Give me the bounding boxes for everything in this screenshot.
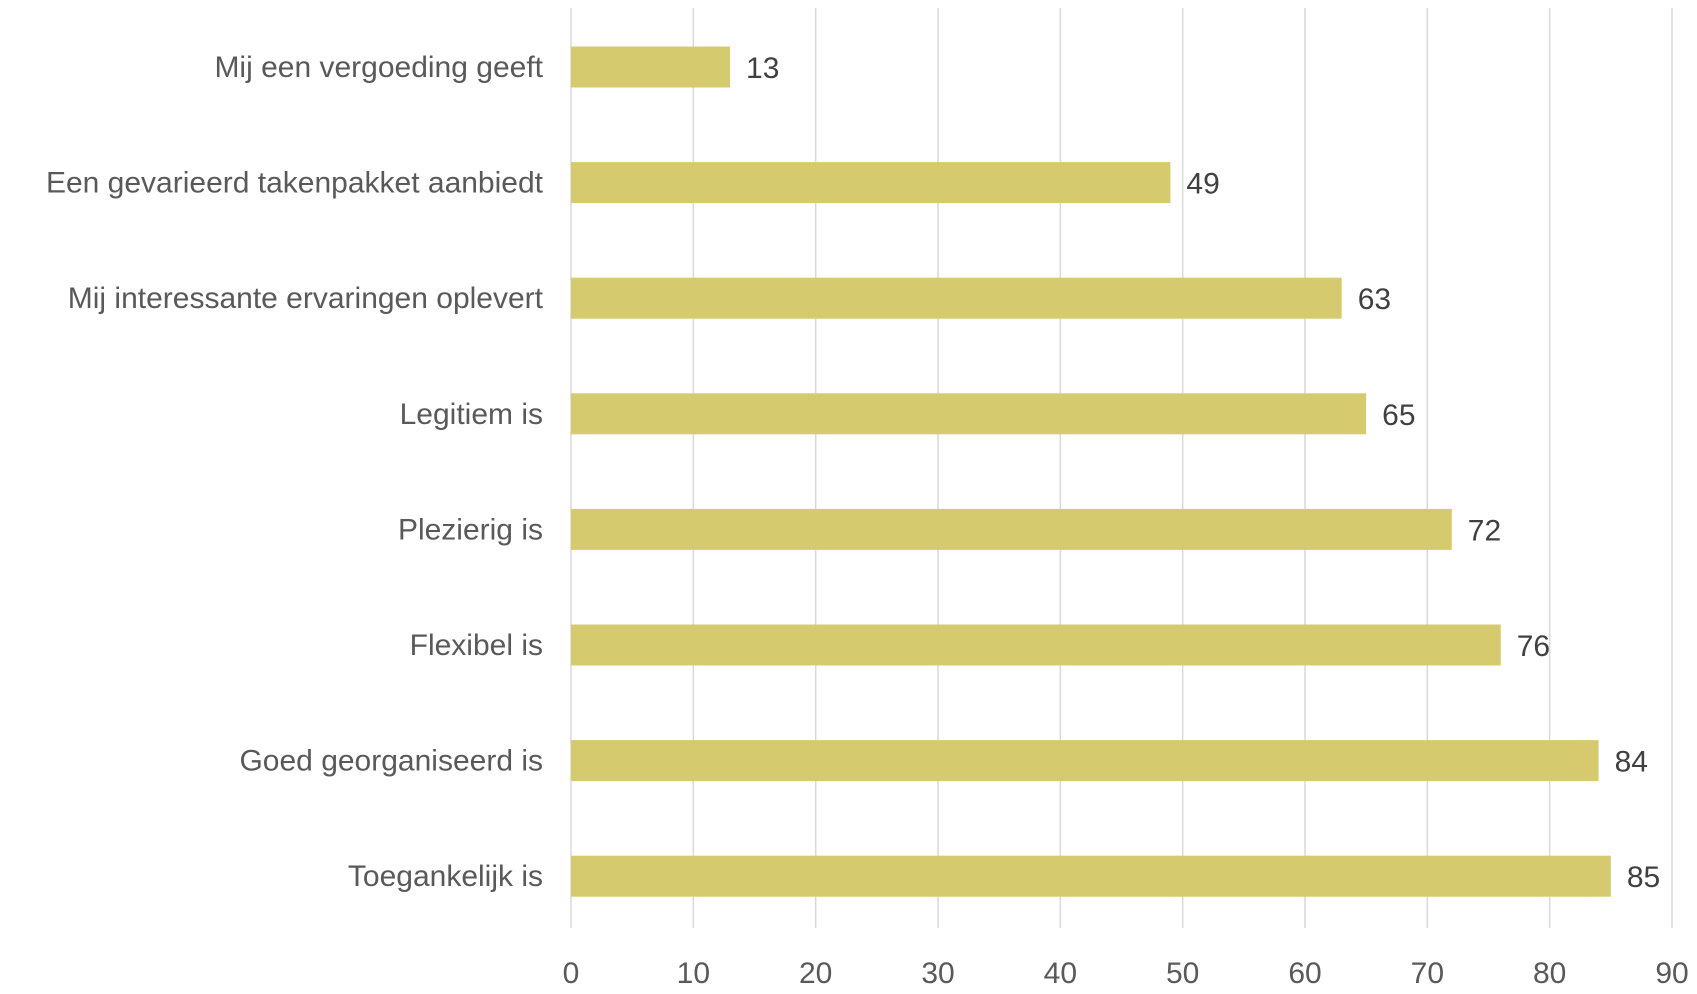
category-label: Legitiem is <box>400 398 543 431</box>
category-label: Mij een vergoeding geeft <box>214 51 543 84</box>
bar <box>571 277 1342 319</box>
data-label: 49 <box>1186 168 1219 201</box>
bar <box>571 393 1367 435</box>
bars <box>571 46 1611 897</box>
bar <box>571 508 1452 550</box>
grid-lines <box>570 8 1673 928</box>
x-axis-tick-labels: 0 10 20 30 40 50 60 70 80 90 <box>563 957 1689 990</box>
value-labels: 13 49 63 65 72 76 84 85 <box>746 52 1660 894</box>
category-label: Goed georganiseerd is <box>239 745 543 778</box>
data-label: 13 <box>746 52 779 85</box>
x-tick-label: 20 <box>799 957 832 989</box>
category-label: Toegankelijk is <box>348 860 543 893</box>
category-label: Plezierig is <box>398 513 543 546</box>
x-tick-label: 10 <box>677 957 710 989</box>
data-label: 63 <box>1358 283 1391 316</box>
x-tick-label: 60 <box>1288 957 1321 989</box>
data-label: 85 <box>1627 861 1660 894</box>
x-tick-label: 50 <box>1166 957 1199 989</box>
category-label: Een gevarieerd takenpakket aanbiedt <box>46 167 544 200</box>
bar <box>571 624 1501 666</box>
x-tick-label: 70 <box>1411 957 1444 989</box>
bar <box>571 46 731 88</box>
category-label: Mij interessante ervaringen oplevert <box>68 282 544 315</box>
bar <box>571 855 1611 897</box>
x-tick-label: 90 <box>1655 957 1688 989</box>
data-label: 84 <box>1615 746 1648 779</box>
x-tick-label: 30 <box>921 957 954 989</box>
x-tick-label: 0 <box>563 957 580 989</box>
data-label: 76 <box>1517 630 1550 663</box>
x-tick-label: 40 <box>1044 957 1077 989</box>
data-label: 72 <box>1468 514 1501 547</box>
category-labels: Mij een vergoeding geeft Een gevarieerd t… <box>46 51 544 893</box>
x-tick-label: 80 <box>1533 957 1566 989</box>
data-label: 65 <box>1382 399 1415 432</box>
bar <box>571 162 1171 204</box>
bar <box>571 740 1599 782</box>
category-label: Flexibel is <box>410 629 543 662</box>
